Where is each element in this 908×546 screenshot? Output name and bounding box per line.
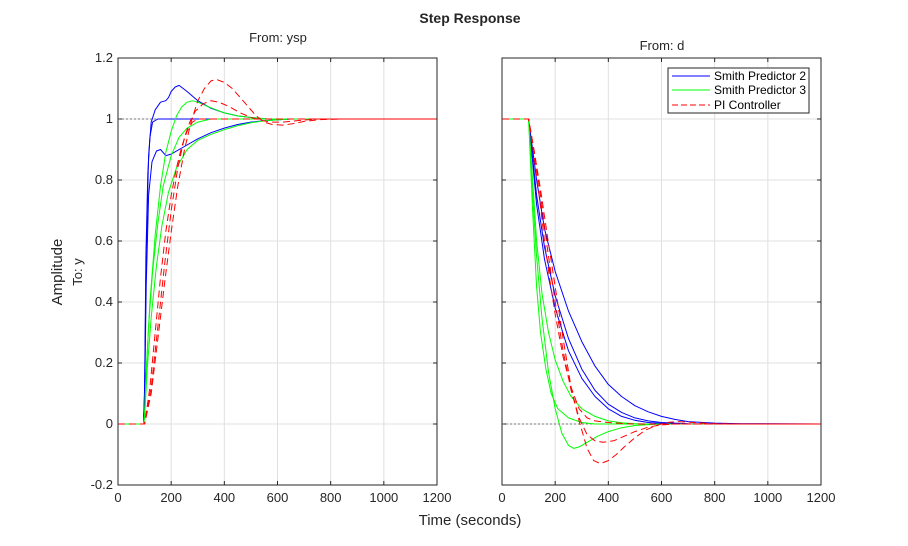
series-line-pi-controller-1 xyxy=(118,118,437,425)
series-group xyxy=(118,78,437,425)
x-tick-label: 800 xyxy=(320,490,342,505)
y-tick-label: 0 xyxy=(106,416,113,431)
y-tick-label: -0.2 xyxy=(91,477,113,492)
x-tick-label: 200 xyxy=(160,490,182,505)
plot-frame xyxy=(501,57,822,486)
y-tick-label: 0.4 xyxy=(95,294,113,309)
row-label: To: y xyxy=(70,258,85,286)
series-line-smith-predictor-3-2 xyxy=(118,100,437,425)
y-axis-label: Amplitude xyxy=(49,239,66,306)
y-tick-label: 1.2 xyxy=(95,50,113,65)
x-tick-label: 800 xyxy=(704,490,726,505)
y-tick-label: 0.6 xyxy=(95,233,113,248)
x-tick-label: 600 xyxy=(267,490,289,505)
left-plot-area: 0 200 400 600 800 1000 1200-0.200.20.40.60.811… xyxy=(91,50,452,505)
series-line-pi-controller-2 xyxy=(118,100,437,425)
series-line-smith-predictor-3-3 xyxy=(118,118,437,425)
y-tick-label: 0.2 xyxy=(95,355,113,370)
panel-title-right: From: d xyxy=(640,38,685,53)
x-tick-label: 1200 xyxy=(807,490,836,505)
right-plot-area: 0 200 400 600 800 1000 1200 xyxy=(498,57,836,505)
panel-title-left: From: ysp xyxy=(249,30,307,45)
legend-label-smith-predictor-3: Smith Predictor 3 xyxy=(714,83,806,97)
series-group xyxy=(502,118,821,465)
series-line-smith-predictor-2-3 xyxy=(118,118,437,425)
series-line-smith-predictor-2-2 xyxy=(502,118,821,425)
x-tick-label: 600 xyxy=(651,490,673,505)
series-line-smith-predictor-3-1 xyxy=(502,118,821,425)
x-tick-label: 400 xyxy=(213,490,235,505)
series-line-pi-controller-2 xyxy=(502,118,821,443)
x-tick-label: 200 xyxy=(544,490,566,505)
legend: Smith Predictor 2 Smith Predictor 3 PI C… xyxy=(667,67,810,114)
plot-frame xyxy=(117,57,438,486)
series-line-pi-controller-3 xyxy=(502,118,821,465)
series-line-pi-controller-1 xyxy=(502,118,821,425)
y-tick-label: 0.8 xyxy=(95,172,113,187)
series-line-smith-predictor-2-3 xyxy=(502,118,821,425)
x-tick-label: 0 xyxy=(498,490,505,505)
x-tick-label: 1200 xyxy=(423,490,452,505)
series-line-smith-predictor-3-2 xyxy=(502,118,821,449)
legend-label-smith-predictor-2: Smith Predictor 2 xyxy=(714,69,806,83)
x-tick-label: 400 xyxy=(597,490,619,505)
series-line-pi-controller-3 xyxy=(118,78,437,425)
x-tick-label: 1000 xyxy=(369,490,398,505)
chart-title: Step Response xyxy=(419,10,520,26)
x-axis-label: Time (seconds) xyxy=(419,512,522,529)
x-tick-label: 0 xyxy=(114,490,121,505)
y-tick-label: 1 xyxy=(106,111,113,126)
x-tick-label: 1000 xyxy=(753,490,782,505)
series-line-smith-predictor-2-1 xyxy=(502,118,821,425)
legend-label-pi-controller: PI Controller xyxy=(714,98,781,112)
